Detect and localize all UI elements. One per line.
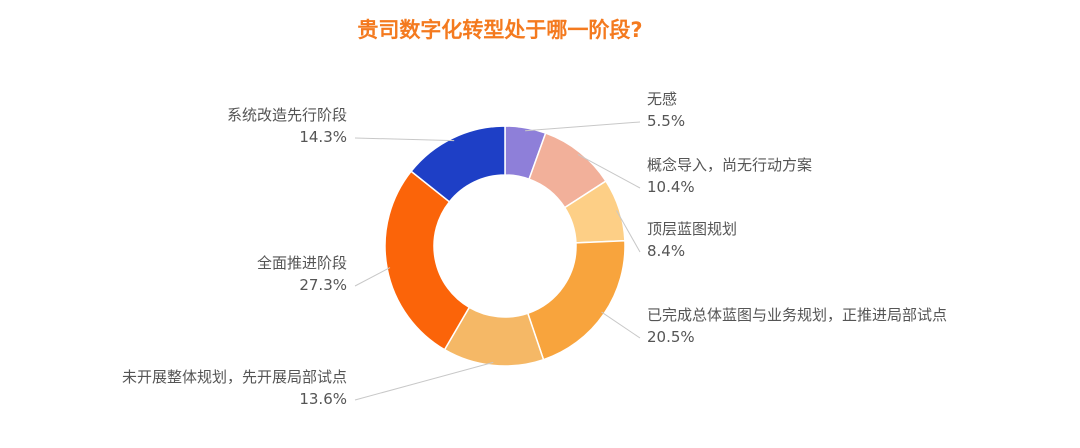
leader-line [577, 154, 641, 189]
slice-value-label: 27.3% [299, 276, 347, 294]
slice-value-label: 10.4% [647, 178, 695, 196]
slice-label: 全面推进阶段 [257, 254, 347, 272]
slice-value-label: 14.3% [299, 128, 347, 146]
slice-label: 未开展整体规划，先开展局部试点 [122, 368, 347, 386]
leader-line [354, 361, 494, 401]
donut-slice [410, 125, 506, 203]
slice-label: 无感 [647, 90, 677, 108]
slice-value-label: 13.6% [299, 390, 347, 408]
leader-line [525, 121, 641, 132]
donut-slice [384, 170, 471, 351]
slice-value-label: 20.5% [647, 328, 695, 346]
leader-line [354, 267, 391, 287]
slice-value-label: 8.4% [647, 242, 685, 260]
donut-slice [526, 239, 626, 361]
slice-label: 已完成总体蓝图与业务规划，正推进局部试点 [647, 306, 947, 324]
slice-label: 顶层蓝图规划 [647, 220, 737, 238]
slice-label: 概念导入，尚无行动方案 [647, 156, 812, 174]
slice-value-label: 5.5% [647, 112, 685, 130]
leader-line [601, 311, 641, 339]
leader-line [616, 210, 641, 253]
chart-title: 贵司数字化转型处于哪一阶段? [357, 18, 643, 42]
slice-label: 系统改造先行阶段 [227, 106, 347, 124]
leader-line [354, 137, 455, 142]
